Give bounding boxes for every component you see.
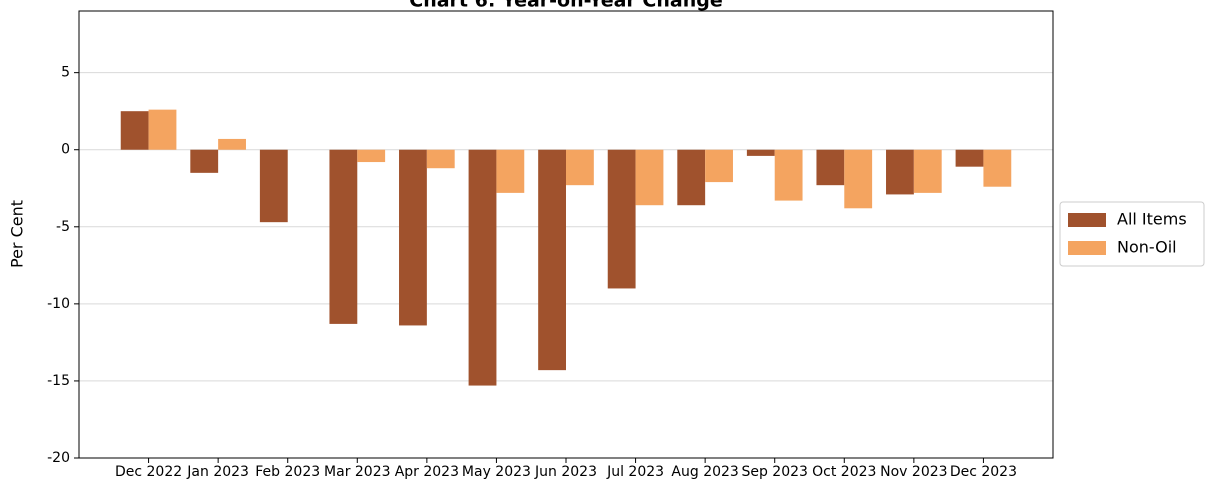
x-tick-label: Mar 2023: [324, 464, 391, 480]
bar: [607, 149, 636, 289]
bar: [774, 149, 803, 201]
bar: [983, 149, 1012, 187]
bar: [886, 149, 914, 195]
x-tick-label: Apr 2023: [395, 464, 459, 480]
chart-title: Chart 6: Year-on-Year Change: [409, 0, 722, 12]
bar: [357, 149, 386, 163]
x-tick-label: Nov 2023: [880, 464, 947, 480]
bar: [635, 149, 664, 206]
x-tick-label: Jun 2023: [534, 464, 597, 480]
bar: [468, 149, 497, 386]
y-tick-label: 0: [61, 142, 70, 158]
bar: [677, 149, 706, 206]
x-tick-label: Jul 2023: [606, 464, 664, 480]
x-tick-label: May 2023: [462, 464, 531, 480]
y-tick-label: -20: [47, 450, 70, 466]
bar: [399, 149, 427, 326]
bar: [190, 149, 219, 173]
y-axis-label: Per Cent: [8, 200, 27, 268]
bar: [913, 149, 942, 193]
x-tick-label: Feb 2023: [255, 464, 320, 480]
bar: [566, 149, 594, 186]
legend-label: Non-Oil: [1117, 238, 1177, 257]
bar: [538, 149, 566, 371]
y-tick-label: 5: [61, 65, 70, 81]
bar: [746, 149, 775, 156]
y-tick-label: -10: [47, 296, 70, 312]
bar: [496, 149, 525, 193]
legend-swatch: [1068, 213, 1106, 227]
bar: [816, 149, 845, 186]
bar: [705, 149, 733, 183]
legend-label: All Items: [1117, 210, 1187, 229]
legend-swatch: [1068, 241, 1106, 255]
bar: [259, 149, 288, 223]
bar: [955, 149, 984, 167]
bar: [120, 111, 149, 150]
y-tick-label: -15: [47, 373, 70, 389]
bar: [329, 149, 358, 324]
x-tick-label: Sep 2023: [741, 464, 807, 480]
bar: [426, 149, 455, 169]
x-tick-label: Oct 2023: [812, 464, 876, 480]
x-tick-label: Jan 2023: [186, 464, 249, 480]
x-tick-label: Aug 2023: [671, 464, 738, 480]
x-tick-label: Dec 2022: [115, 464, 182, 480]
plot-frame: [78, 10, 1054, 459]
bar: [844, 149, 873, 209]
x-tick-label: Dec 2023: [950, 464, 1017, 480]
bar: [218, 138, 246, 150]
bar: [148, 109, 177, 150]
y-tick-label: -5: [56, 219, 70, 235]
